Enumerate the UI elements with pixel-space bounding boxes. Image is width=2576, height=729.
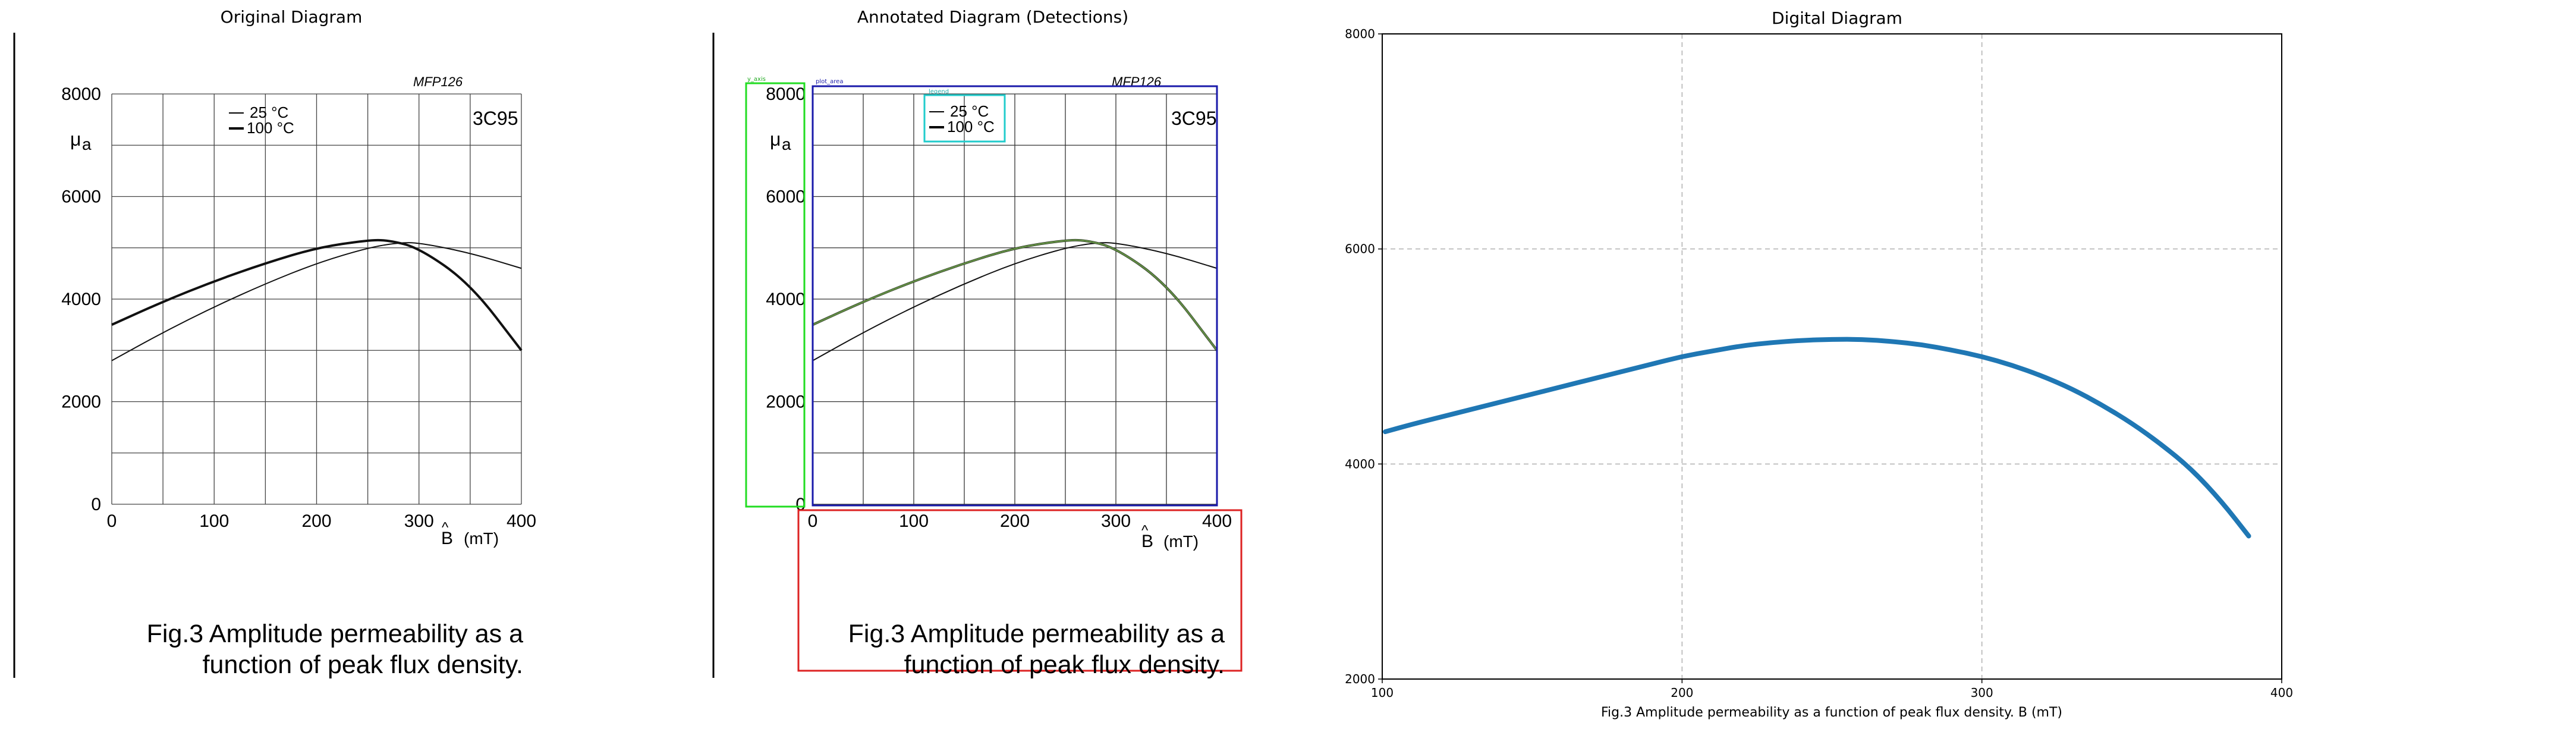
- annotated-panel-title: Annotated Diagram (Detections): [857, 7, 1129, 27]
- annotated-series-25c-line: [812, 242, 1218, 362]
- detection-tag-plot-area: plot_area: [816, 78, 843, 85]
- original-y-tick-label: 8000: [61, 84, 101, 104]
- digital-y-tick-label: 6000: [1345, 242, 1375, 256]
- y-axis-label: μ: [70, 128, 81, 150]
- digital-x-tick-label: 300: [1971, 686, 1993, 700]
- digital-x-tick-label: 200: [1671, 686, 1693, 700]
- original-y-tick-label: 6000: [61, 187, 101, 207]
- digital-plot-frame: [1382, 33, 2282, 680]
- original-y-tick-label: 2000: [61, 392, 101, 412]
- original-x-tick-label: 0: [107, 511, 117, 531]
- digital-series-line: [1383, 337, 2251, 539]
- x-axis-units: (mT): [464, 529, 499, 548]
- original-x-tick-label: 100: [199, 511, 229, 531]
- digital-tick-labels: 100 200 300 400 2000 4000 6000 8000: [1345, 27, 2293, 700]
- detection-tag-y-axis: y_axis: [747, 76, 766, 83]
- annotated-y-tick-label: 4000: [766, 290, 806, 309]
- annotated-caption: Fig.3 Amplitude permeability as a functi…: [809, 618, 1225, 680]
- caption-line-2: function of peak flux density.: [202, 651, 523, 679]
- annotated-detected-curve-overlay: [812, 239, 1218, 351]
- annotated-x-axis-label: B: [1141, 532, 1153, 551]
- digital-y-tick-label: 4000: [1345, 457, 1375, 471]
- detection-box-y-axis: [745, 82, 806, 508]
- annotated-x-axis-units: (mT): [1163, 532, 1199, 551]
- original-y-tick-label: 4000: [61, 290, 101, 309]
- detection-box-legend: [923, 94, 1006, 143]
- x-axis-label-hat: ^: [442, 520, 449, 536]
- original-x-tick-label: 400: [507, 511, 536, 531]
- original-panel-title: Original Diagram: [220, 7, 363, 27]
- annotated-y-axis-label-sub: a: [782, 135, 791, 153]
- annotated-caption-line-1: Fig.3 Amplitude permeability as a: [848, 620, 1225, 648]
- caption-line-1: Fig.3 Amplitude permeability as a: [146, 620, 523, 648]
- original-y-tick-label: 0: [91, 495, 101, 514]
- digital-panel-title: Digital Diagram: [1772, 8, 1902, 28]
- original-series-25c-line: [111, 242, 522, 362]
- annotated-x-tick-label: 100: [899, 511, 929, 531]
- annotated-x-tick-label: 300: [1101, 511, 1131, 531]
- annotated-caption-line-2: function of peak flux density.: [904, 651, 1225, 679]
- digital-x-tick-label: 400: [2270, 686, 2293, 700]
- annotated-x-tick-label: 200: [1000, 511, 1030, 531]
- annotated-y-tick-label: 2000: [766, 392, 806, 412]
- detection-box-plot-area: [812, 85, 1218, 507]
- x-axis-label: B: [441, 529, 453, 548]
- header-label: MFP126: [413, 74, 463, 89]
- original-caption: Fig.3 Amplitude permeability as a functi…: [107, 618, 523, 680]
- annotated-y-tick-label: 8000: [766, 84, 806, 104]
- digital-y-tick-label: 2000: [1345, 672, 1375, 686]
- digital-curve: [1383, 337, 2251, 539]
- original-grid: [111, 93, 522, 505]
- annotated-x-tick-label: 0: [808, 511, 818, 531]
- annotated-y-tick-label: 6000: [766, 187, 806, 207]
- material-label: 3C95: [473, 108, 518, 129]
- annotated-x-tick-label: 400: [1202, 511, 1232, 531]
- annotated-legend-label-100c: 100 °C: [947, 118, 995, 136]
- annotated-y-axis-label: μ: [770, 128, 781, 150]
- annotated-x-axis-label-hat: ^: [1141, 523, 1149, 539]
- original-x-tick-label: 200: [301, 511, 331, 531]
- original-x-tick-label: 300: [404, 511, 434, 531]
- annotated-legend-label-25c: 25 °C: [950, 102, 989, 120]
- annotated-material-label: 3C95: [1171, 108, 1217, 129]
- digital-x-axis-label: Fig.3 Amplitude permeability as a functi…: [1601, 705, 2062, 720]
- detection-box-caption: [797, 509, 1243, 672]
- detection-tag-legend: legend: [929, 89, 949, 95]
- legend-label-25c: 25 °C: [250, 103, 288, 121]
- original-curves: [111, 238, 523, 362]
- annotated-curves: [812, 238, 1218, 362]
- y-axis-label-sub: a: [82, 135, 92, 153]
- digital-y-tick-label: 8000: [1345, 27, 1375, 41]
- original-series-100c-line: [111, 238, 523, 351]
- digital-x-tick-label: 100: [1371, 686, 1394, 700]
- digital-grid: [1382, 33, 2282, 680]
- legend-label-100c: 100 °C: [247, 119, 294, 137]
